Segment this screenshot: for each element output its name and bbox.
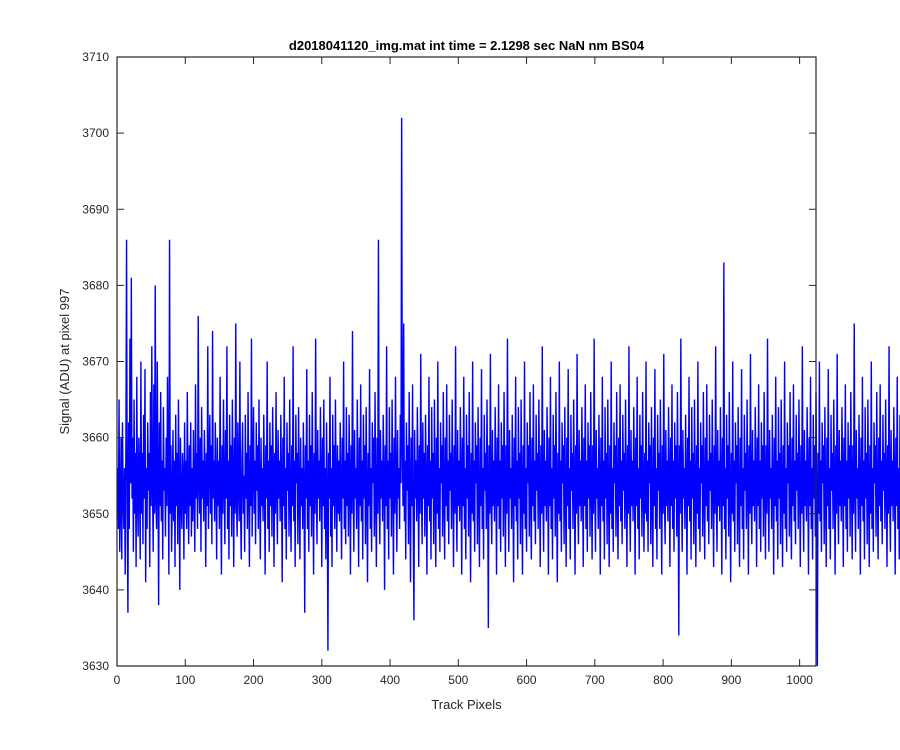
x-tick-label: 800 <box>653 673 673 687</box>
chart-title: d2018041120_img.mat int time = 2.1298 se… <box>289 38 645 53</box>
y-tick-label: 3660 <box>82 431 109 445</box>
data-series-line-0 <box>116 117 900 667</box>
y-axis-label: Signal (ADU) at pixel 997 <box>57 289 72 435</box>
x-tick-label: 100 <box>175 673 195 687</box>
y-tick-label: 3670 <box>82 355 109 369</box>
series-layer <box>116 117 900 667</box>
axes-layer: 0 100 200 300 400 500 600 700 800 900 1000 3630 3640… <box>82 50 817 687</box>
x-tick-label: 500 <box>448 673 468 687</box>
x-tick-label: 700 <box>585 673 605 687</box>
y-tick-label: 3650 <box>82 507 109 521</box>
x-tick-label: 300 <box>312 673 332 687</box>
x-tick-label: 200 <box>244 673 264 687</box>
x-tick-label: 900 <box>721 673 741 687</box>
x-tick-label: 600 <box>517 673 537 687</box>
y-tick-label: 3680 <box>82 278 109 292</box>
x-axis-label: Track Pixels <box>431 697 502 712</box>
y-tick-label: 3690 <box>82 202 109 216</box>
y-tick-label: 3640 <box>82 583 109 597</box>
x-tick-label: 0 <box>114 673 121 687</box>
x-tick-label: 1000 <box>786 673 813 687</box>
y-tick-label: 3630 <box>82 659 109 673</box>
y-tick-label: 3700 <box>82 126 109 140</box>
x-tick-label: 400 <box>380 673 400 687</box>
y-tick-label: 3710 <box>82 50 109 64</box>
